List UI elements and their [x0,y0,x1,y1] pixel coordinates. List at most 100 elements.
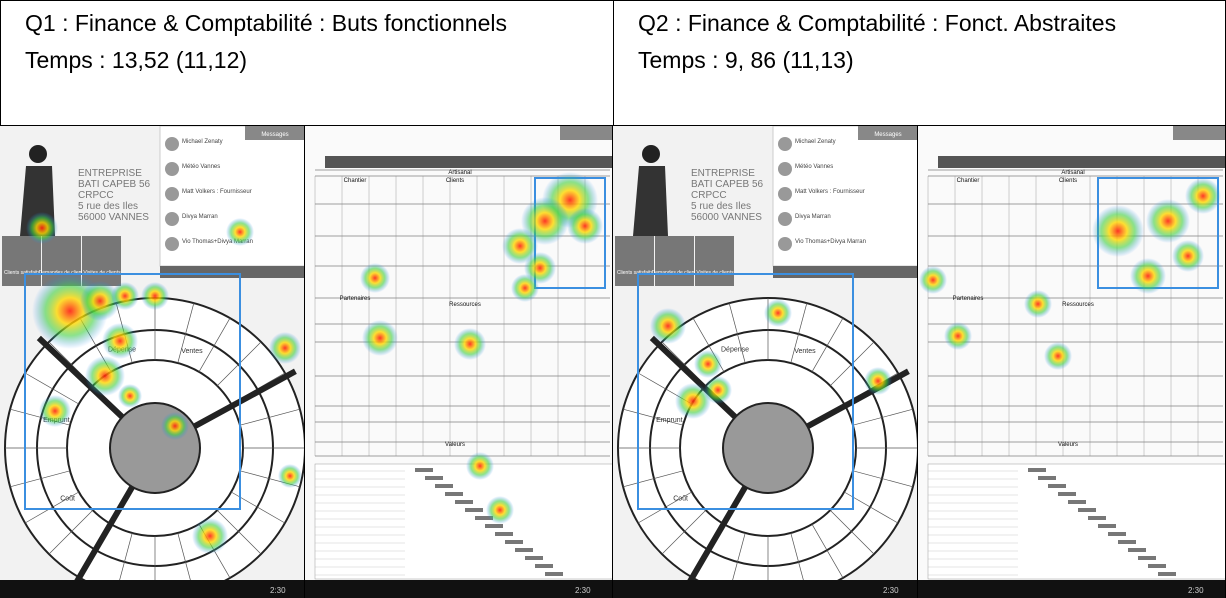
side-panel [159,126,306,267]
figure-head [29,145,47,163]
nav-bar [613,580,918,598]
gantt-task [1108,532,1126,536]
section-title: Valeurs [445,442,465,448]
tab [2,236,41,286]
gaze-heat [1024,290,1052,318]
ring-divider [623,408,684,426]
gantt-task [1148,564,1166,568]
contact-avatar [778,187,792,201]
gaze-heat [161,412,189,440]
ring-divider [239,408,300,426]
gantt-task [1068,500,1086,504]
gaze-heat [1172,240,1204,272]
ring-divider [48,509,94,555]
search-bar [773,266,918,278]
header-cell: Q2 : Finance & Comptabilité : Fonct. Abs… [613,0,1226,126]
contact-name: Michael Zenaty [182,139,223,145]
section-title: Chantier [344,178,367,184]
gaze-heat [1185,178,1221,214]
section-title: Artisanal [448,170,471,176]
nav-bar [918,580,1226,598]
ring-divider [10,470,71,488]
ring-divider [661,509,707,555]
gaze-heat [864,367,892,395]
gantt-task [475,516,493,520]
company-line: ENTREPRISE [691,168,755,179]
gantt-task [495,532,513,536]
gaze-heat [944,322,972,350]
tab [695,236,734,286]
focus-box [637,273,854,510]
gaze-heat [278,464,302,488]
ring-divider [852,408,913,426]
ring-divider [811,524,844,579]
gaze-heat [650,308,686,344]
ring-divider [24,491,79,524]
ring-divider [198,317,231,372]
question-title: Q1 : Finance & Comptabilité : Buts fonct… [25,10,507,36]
ring-divider [852,470,913,488]
contact-avatar [778,237,792,251]
contact-avatar [778,162,792,176]
contact-avatar [165,212,179,226]
gaze-heat [466,452,494,480]
ring-word: Dépense [721,346,749,353]
gaze-heat [511,274,539,302]
gaze-heat [502,228,538,264]
messages-button [858,126,918,140]
focus-box [24,273,241,510]
ring-word: Coût [60,496,75,503]
gantt-task [1138,556,1156,560]
gaze-heat [80,281,120,321]
gaze-heat [1044,342,1072,370]
tab [82,236,121,286]
wheel-map [722,402,814,494]
gantt-area [314,463,614,580]
figure-body [633,166,668,236]
gaze-heat [85,356,125,396]
messages-button [560,126,613,140]
tab-label: Clients satisfaits [617,270,654,276]
messages-button [245,126,305,140]
gaze-heat [1130,258,1166,294]
gaze-heat [39,395,71,427]
search-bar [938,156,1226,168]
wheel-spoke [649,335,738,420]
contact-name: Divya Marran [795,214,831,220]
gantt-task [1058,492,1076,496]
company-line: ENTREPRISE [78,168,142,179]
contact-avatar [165,187,179,201]
gaze-heat [764,299,792,327]
contact-name: Michael Zenaty [795,139,836,145]
gantt-task [545,572,563,576]
gaze-heat [26,212,58,244]
ring-divider [637,491,692,524]
gaze-heat [141,282,169,310]
contact-avatar [165,237,179,251]
wheel-spoke [36,335,125,420]
contact-name: Vio Thomas+Divya Marran [182,239,253,245]
gantt-task [435,484,453,488]
contact-avatar [165,137,179,151]
messages-button [1173,126,1226,140]
gaze-heat [269,332,301,364]
ring-divider [177,303,195,364]
gaze-heat [1092,205,1144,257]
contact-name: Matt Volkers : Fournisseur [795,189,865,195]
gaze-heat [1146,199,1190,243]
clock: 2:30 [270,586,286,595]
company-line: 5 rue des Iles [691,201,751,212]
gantt-task [415,468,433,472]
clock: 2:30 [1188,586,1204,595]
gaze-heat [675,383,711,419]
gantt-task [515,548,533,552]
gantt-task [1098,524,1116,528]
company-line: CRPCC [691,190,727,201]
tab [655,236,694,286]
gaze-heat [454,328,486,360]
company-line: BATI CAPEB 56 [78,179,151,190]
gantt-task [1038,476,1056,480]
ring-word: Coût [673,496,688,503]
tab-label: Clients satisfaits [4,270,41,276]
